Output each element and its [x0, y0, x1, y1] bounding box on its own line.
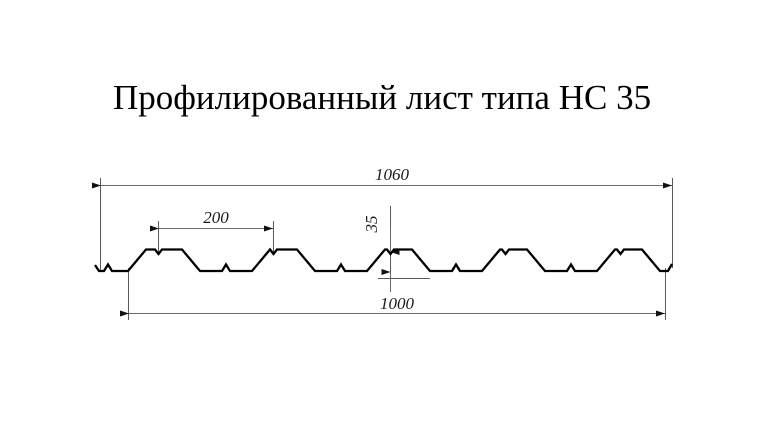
dimension-label-working-width: 1000: [380, 294, 415, 313]
dimension-label-height: 35: [362, 216, 381, 234]
sheet-profile-outline: [94, 247, 673, 273]
dimension-label-overall-width: 1060: [375, 165, 410, 184]
dimension-label-pitch: 200: [203, 208, 229, 227]
page-title: Профилированный лист типа НС 35: [112, 78, 652, 117]
dimension-lines: [92, 182, 672, 317]
